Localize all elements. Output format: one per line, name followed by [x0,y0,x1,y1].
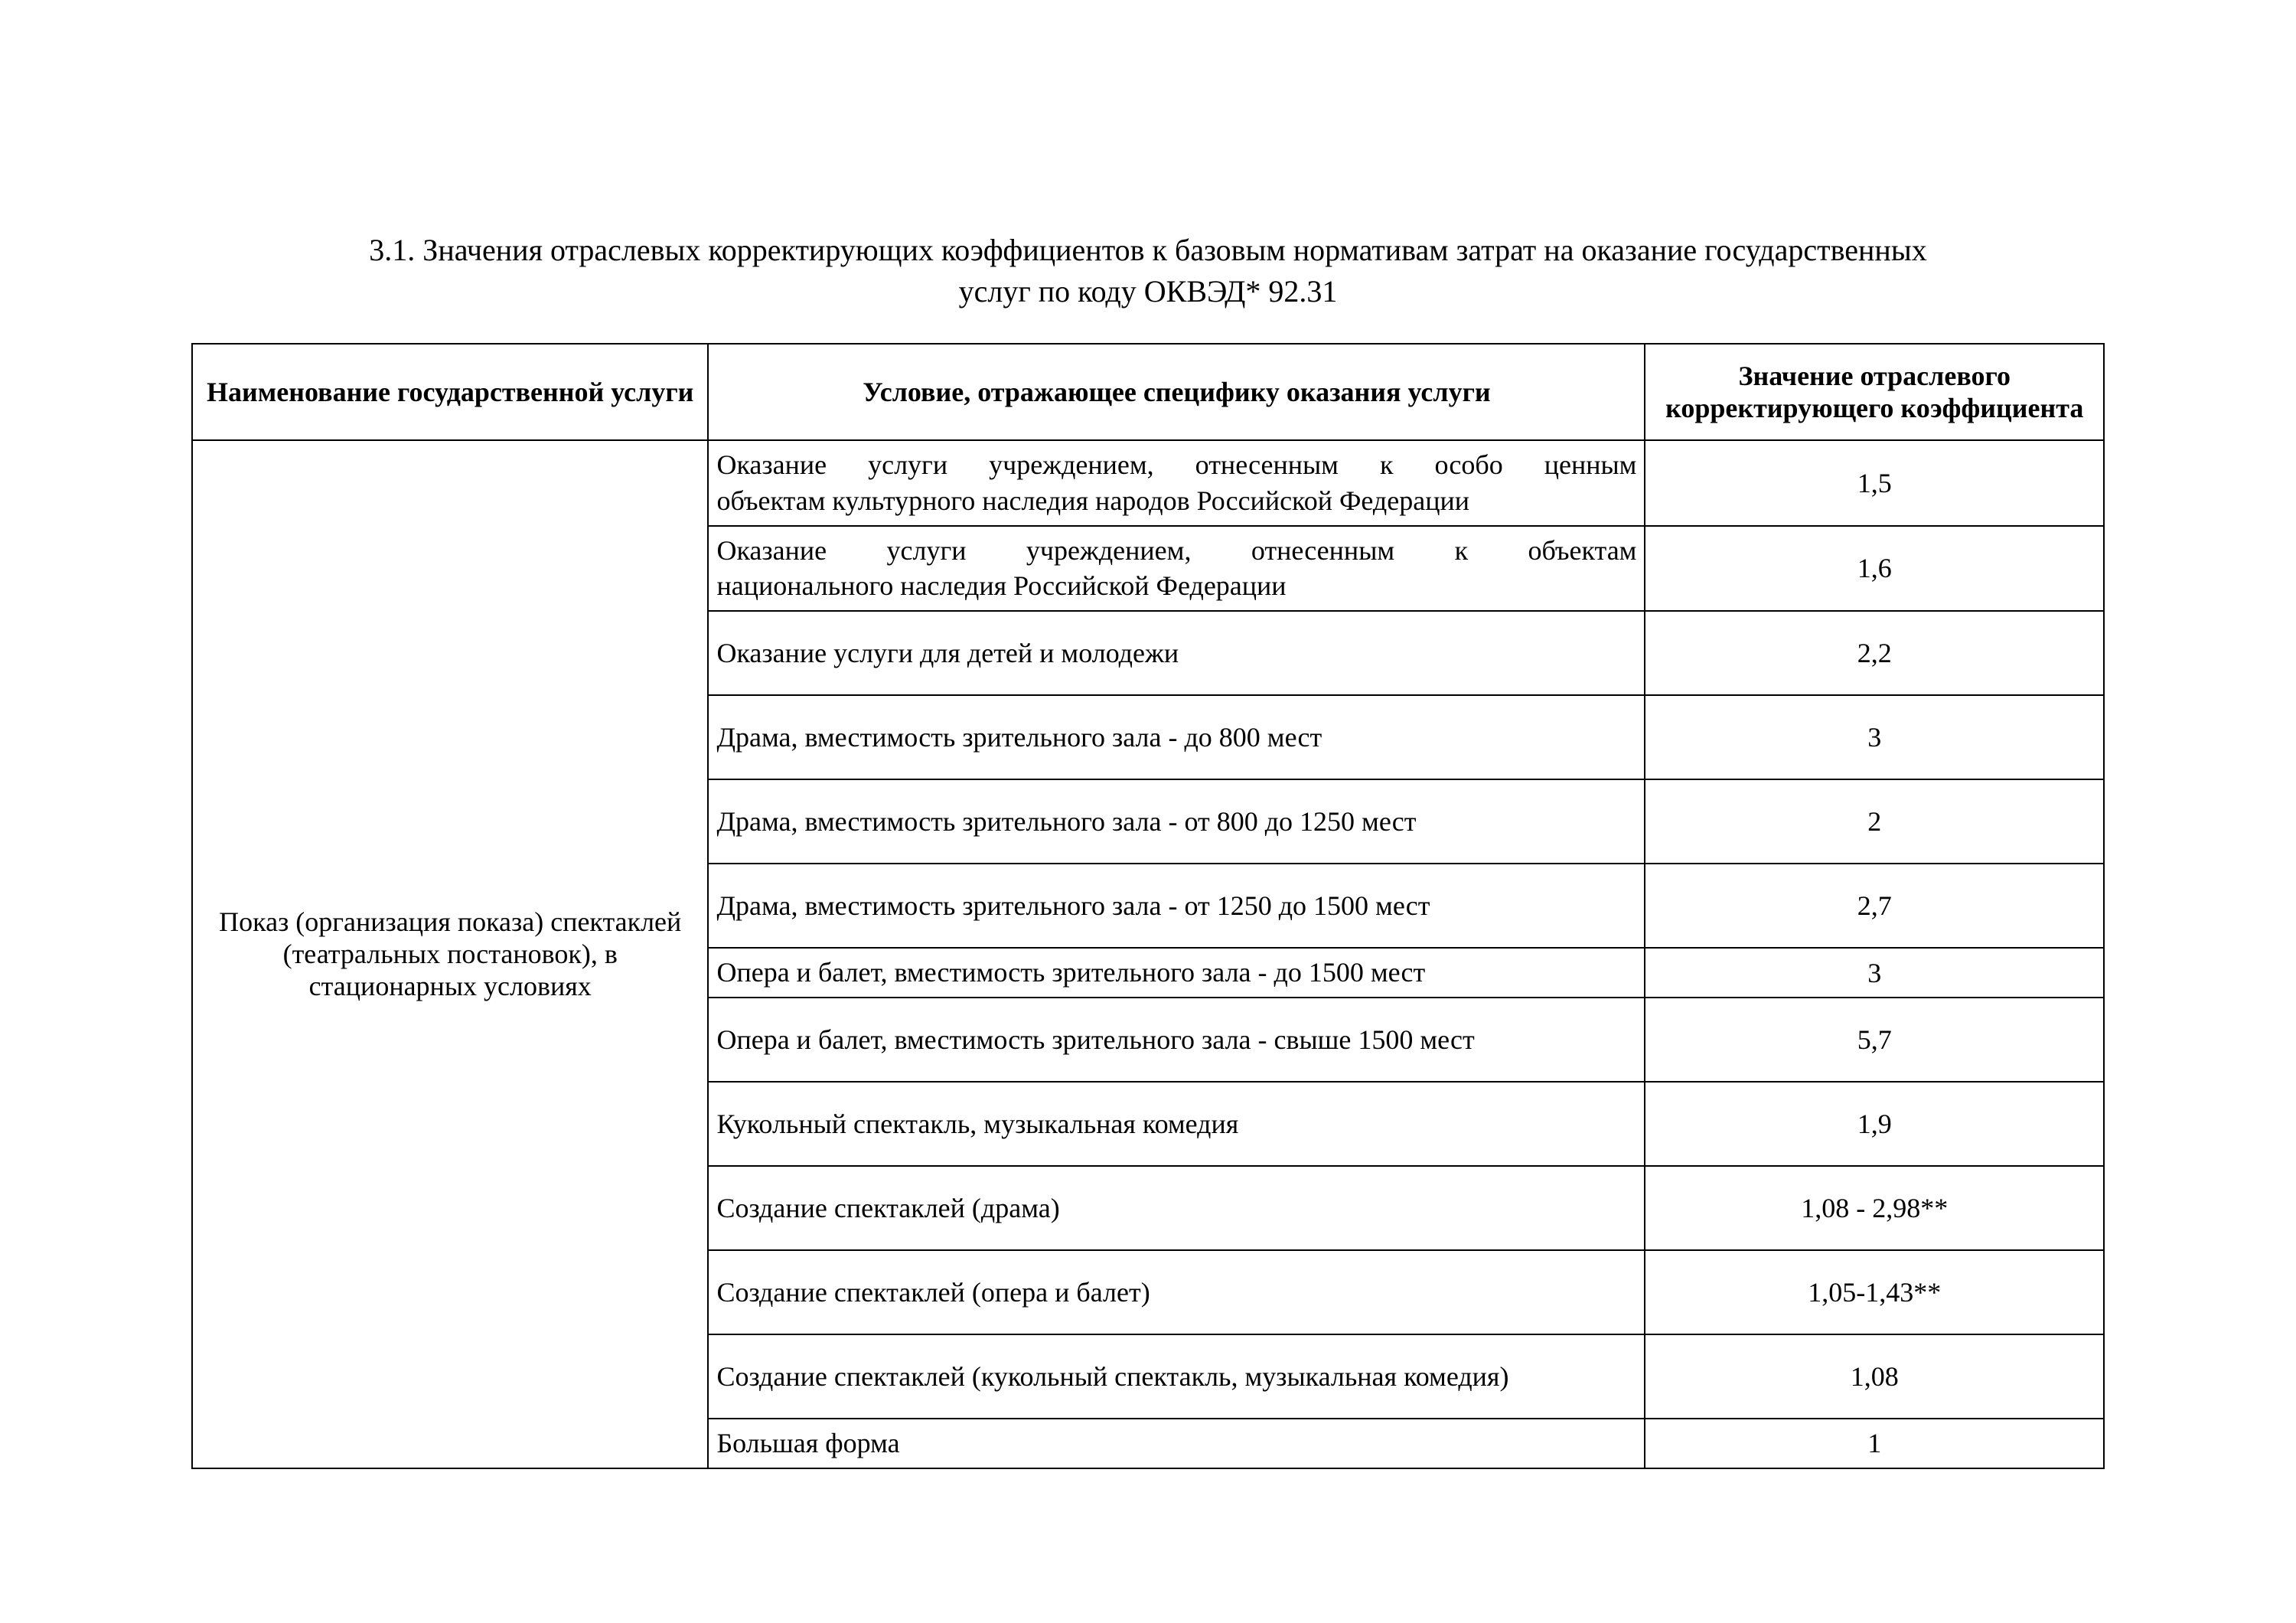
header-name: Наименование государственной услуги [192,344,708,440]
condition-cell: Опера и балет, вместимость зрительного з… [708,948,1645,998]
section-title: 3.1. Значения отраслевых корректирующих … [191,230,2105,312]
value-cell: 1,9 [1645,1082,2104,1166]
coefficients-table: Наименование государственной услуги Усло… [191,343,2105,1469]
value-cell: 5,7 [1645,998,2104,1082]
value-cell: 1,08 - 2,98** [1645,1166,2104,1250]
condition-cell: Оказание услуги учреждением, отнесенным … [708,526,1645,612]
condition-cell: Кукольный спектакль, музыкальная комедия [708,1082,1645,1166]
value-cell: 2,2 [1645,611,2104,695]
value-cell: 3 [1645,948,2104,998]
condition-cell: Драма, вместимость зрительного зала - от… [708,864,1645,948]
header-value: Значение отраслевого корректирующего коэ… [1645,344,2104,440]
condition-cell: Оказание услуги для детей и молодежи [708,611,1645,695]
table-row: Показ (организация показа) спектаклей (т… [192,440,2104,526]
value-cell: 1 [1645,1419,2104,1468]
value-cell: 2,7 [1645,864,2104,948]
header-condition: Условие, отражающее специфику оказания у… [708,344,1645,440]
table-body: Показ (организация показа) спектаклей (т… [192,440,2104,1468]
condition-cell: Создание спектаклей (драма) [708,1166,1645,1250]
condition-cell: Драма, вместимость зрительного зала - от… [708,779,1645,864]
service-name-cell: Показ (организация показа) спектаклей (т… [192,440,708,1468]
condition-cell: Большая форма [708,1419,1645,1468]
document-page: 3.1. Значения отраслевых корректирующих … [0,0,2296,1623]
condition-cell: Оказание услуги учреждением, отнесенным … [708,440,1645,526]
condition-cell: Опера и балет, вместимость зрительного з… [708,998,1645,1082]
condition-cell: Создание спектаклей (кукольный спектакль… [708,1334,1645,1419]
condition-cell: Создание спектаклей (опера и балет) [708,1250,1645,1334]
title-line-1: 3.1. Значения отраслевых корректирующих … [369,233,1926,267]
value-cell: 1,5 [1645,440,2104,526]
value-cell: 2 [1645,779,2104,864]
value-cell: 1,08 [1645,1334,2104,1419]
value-cell: 1,05-1,43** [1645,1250,2104,1334]
condition-cell: Драма, вместимость зрительного зала - до… [708,695,1645,779]
table-header-row: Наименование государственной услуги Усло… [192,344,2104,440]
value-cell: 1,6 [1645,526,2104,612]
value-cell: 3 [1645,695,2104,779]
title-line-2: услуг по коду ОКВЭД* 92.31 [959,274,1338,309]
